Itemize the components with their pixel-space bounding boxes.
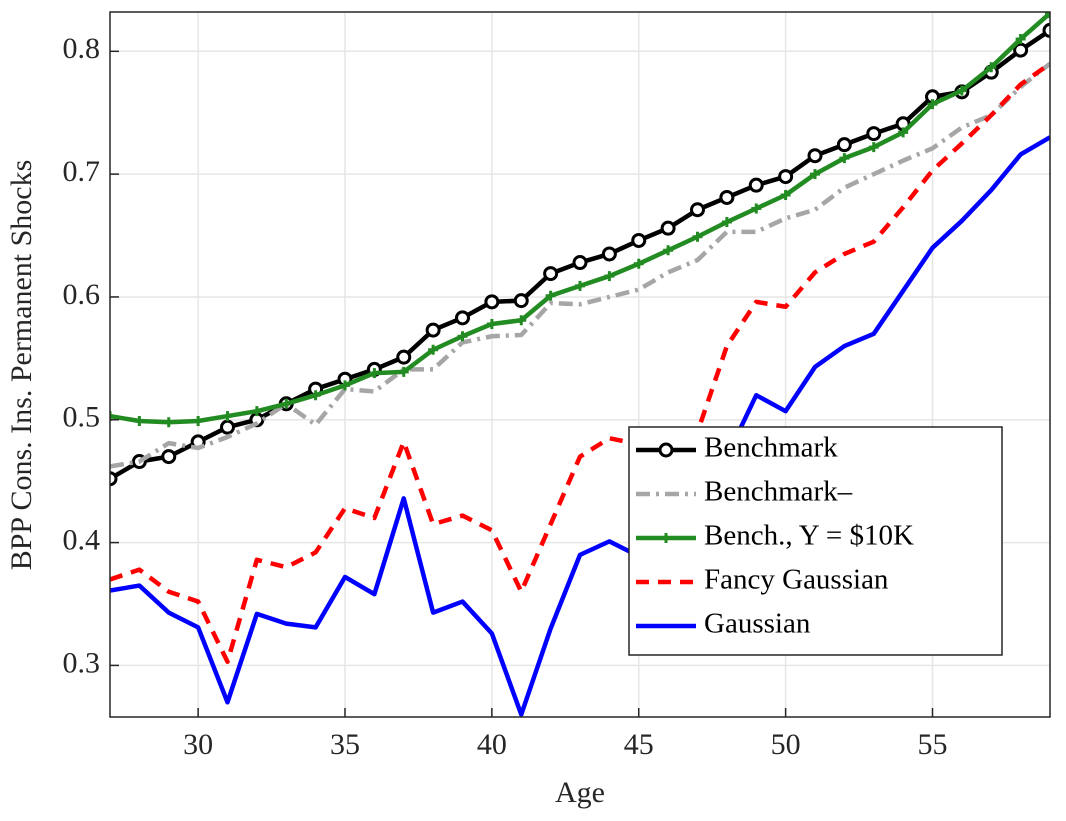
marker <box>513 293 529 309</box>
marker <box>222 411 233 422</box>
marker <box>134 415 145 426</box>
marker <box>661 533 671 543</box>
legend-label: Benchmark <box>704 432 838 464</box>
series-line <box>110 61 1050 469</box>
marker <box>572 255 588 271</box>
marker <box>748 177 764 193</box>
marker <box>1015 34 1026 45</box>
marker <box>251 406 262 417</box>
marker <box>866 126 882 142</box>
marker <box>778 169 794 185</box>
marker <box>455 310 470 326</box>
y-tick-label: 0.3 <box>63 646 101 679</box>
marker <box>163 417 174 428</box>
legend-label: Benchmark– <box>704 476 853 508</box>
marker <box>369 368 380 379</box>
marker <box>486 318 497 329</box>
marker <box>310 390 321 401</box>
series-line <box>110 61 1050 664</box>
marker <box>575 280 585 291</box>
series-line <box>110 12 1050 425</box>
y-tick-label: 0.7 <box>63 155 101 188</box>
marker <box>604 271 615 282</box>
marker <box>110 471 118 487</box>
marker <box>398 366 409 377</box>
x-tick-label: 50 <box>771 728 801 761</box>
marker <box>543 266 559 282</box>
marker <box>898 127 909 138</box>
marker <box>545 290 556 301</box>
series-line <box>110 135 1050 717</box>
marker <box>396 349 412 365</box>
marker <box>281 398 292 409</box>
marker <box>927 99 938 110</box>
marker <box>836 137 852 153</box>
marker <box>601 246 617 262</box>
y-tick-label: 0.5 <box>63 401 101 434</box>
x-tick-label: 40 <box>477 728 507 761</box>
marker <box>690 202 705 218</box>
marker <box>660 220 676 236</box>
marker <box>663 245 674 256</box>
marker <box>425 322 441 338</box>
legend-box <box>628 426 1003 656</box>
marker <box>692 231 703 242</box>
marker <box>484 294 500 310</box>
marker <box>719 189 735 205</box>
x-axis-label: Age <box>555 776 605 809</box>
marker <box>658 442 674 458</box>
marker <box>428 344 439 355</box>
plot-frame <box>109 11 1051 718</box>
legend-label: Fancy Gaussian <box>704 564 889 596</box>
marker <box>220 419 235 435</box>
marker <box>633 258 644 269</box>
marker <box>807 148 823 164</box>
marker <box>839 153 850 164</box>
marker <box>751 203 762 214</box>
marker <box>161 449 177 465</box>
x-tick-label: 45 <box>624 728 654 761</box>
marker <box>986 62 997 73</box>
y-tick-label: 0.8 <box>63 32 101 65</box>
marker <box>956 85 967 96</box>
y-axis-label: BPP Cons. Ins. Permanent Shocks <box>5 160 38 571</box>
y-tick-label: 0.6 <box>63 278 101 311</box>
legend-label: Gaussian <box>704 608 811 640</box>
x-tick-label: 55 <box>918 728 948 761</box>
y-tick-label: 0.4 <box>63 523 101 556</box>
marker <box>631 232 647 248</box>
x-tick-label: 30 <box>183 728 213 761</box>
x-tick-label: 35 <box>330 728 360 761</box>
marker <box>868 142 879 153</box>
marker <box>340 380 350 391</box>
marker <box>1013 42 1029 58</box>
marker <box>110 411 115 422</box>
marker <box>810 169 820 180</box>
marker <box>721 217 732 228</box>
marker <box>780 190 791 201</box>
marker <box>1045 12 1050 19</box>
marker <box>516 315 527 326</box>
marker <box>1042 22 1050 38</box>
marker <box>457 331 468 342</box>
legend-label: Bench., Y = $10K <box>704 520 914 552</box>
marker <box>193 415 204 426</box>
